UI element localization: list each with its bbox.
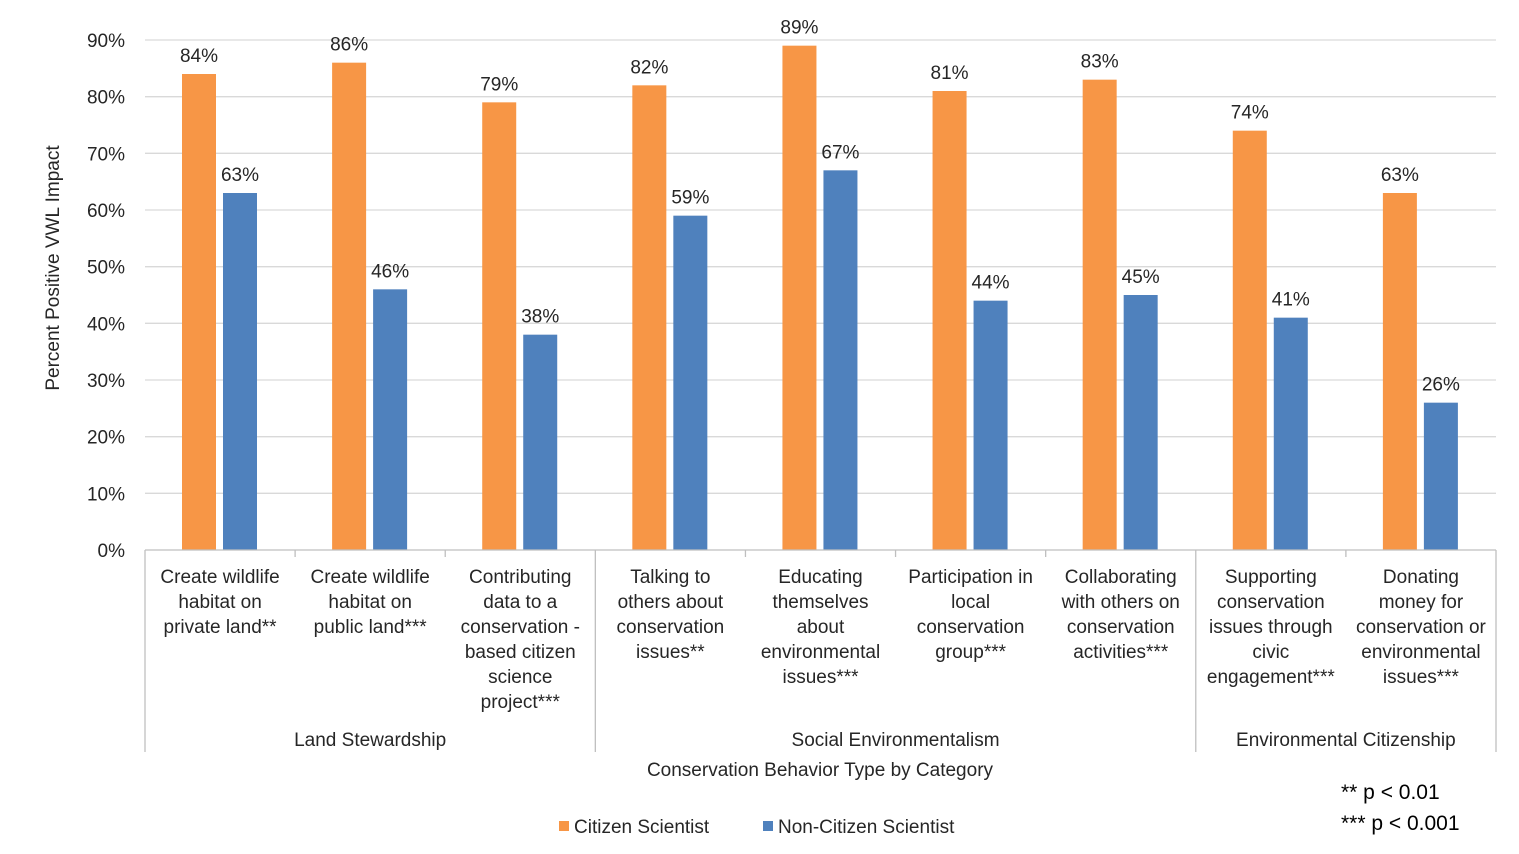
significance-note-p001: *** p < 0.001 xyxy=(1341,812,1460,835)
gridlines xyxy=(145,39,1496,494)
data-label: 38% xyxy=(521,307,559,328)
data-label: 63% xyxy=(1381,165,1419,186)
bar-citizen xyxy=(932,91,967,550)
bar-non-citizen xyxy=(523,334,558,550)
data-label: 41% xyxy=(1272,290,1310,311)
group-label: Environmental Citizenship xyxy=(1236,730,1456,751)
bar-citizen xyxy=(1082,79,1117,551)
x-category-label: Supporting conservation issues through civi… xyxy=(1207,567,1335,688)
x-category-label: Collaborating with others on conservation a… xyxy=(1061,567,1180,663)
data-label: 67% xyxy=(821,142,859,163)
data-label: 79% xyxy=(480,74,518,95)
data-label: 74% xyxy=(1231,103,1269,124)
legend-label-non-citizen-scientist: Non-Citizen Scientist xyxy=(778,817,955,838)
bar-non-citizen xyxy=(373,289,408,550)
x-category-label: Donating money for conservation or environm… xyxy=(1356,567,1487,688)
bar-citizen xyxy=(482,102,517,550)
bar-non-citizen xyxy=(1273,317,1308,550)
data-label: 63% xyxy=(221,165,259,186)
y-axis-ticks: 0% 10% 20% 30% 40% 50% 60% 70% 80% 90% xyxy=(87,31,125,562)
bars xyxy=(182,45,1458,551)
data-label: 86% xyxy=(330,35,368,56)
x-category-label: Create wildlife habitat on private land** xyxy=(160,567,279,638)
y-tick-label: 40% xyxy=(87,314,125,335)
x-category-label: Participation in local conservation group**… xyxy=(908,567,1033,663)
y-tick-label: 60% xyxy=(87,201,125,222)
data-label: 44% xyxy=(972,273,1010,294)
bar-non-citizen xyxy=(973,300,1008,550)
x-axis-title: Conservation Behavior Type by Category xyxy=(647,760,994,781)
bar-non-citizen xyxy=(1423,402,1458,550)
category-labels: Create wildlife habitat on private land** C… xyxy=(160,567,1486,713)
x-category-label: Educating themselves about environmental iss… xyxy=(761,567,880,688)
data-label: 26% xyxy=(1422,375,1460,396)
y-tick-label: 90% xyxy=(87,31,125,52)
bar-citizen xyxy=(1232,130,1267,550)
group-label: Land Stewardship xyxy=(294,730,446,751)
bar-non-citizen xyxy=(823,170,858,551)
data-label: 83% xyxy=(1081,52,1119,73)
y-tick-label: 0% xyxy=(98,541,126,562)
significance-note-p01: ** p < 0.01 xyxy=(1341,781,1440,804)
x-category-label: Talking to others about conservation issues… xyxy=(617,567,725,663)
y-tick-label: 80% xyxy=(87,88,125,109)
bar-non-citizen xyxy=(1123,295,1158,550)
y-axis-title: Percent Positive VWL Impact xyxy=(43,145,64,391)
data-label: 59% xyxy=(671,188,709,209)
data-label: 82% xyxy=(630,57,668,78)
data-label: 84% xyxy=(180,46,218,67)
group-labels: Land Stewardship Social Environmentalism E… xyxy=(294,730,1456,751)
data-label: 46% xyxy=(371,261,409,282)
legend-label-citizen-scientist: Citizen Scientist xyxy=(574,817,710,838)
y-tick-label: 20% xyxy=(87,428,125,449)
legend-swatch-citizen-scientist xyxy=(559,821,569,831)
bar-citizen xyxy=(782,45,817,551)
x-axis xyxy=(144,549,1497,752)
group-label: Social Environmentalism xyxy=(792,730,1000,751)
bar-citizen xyxy=(182,74,216,550)
bar-citizen xyxy=(632,85,667,550)
bar-citizen xyxy=(332,62,367,551)
y-tick-label: 10% xyxy=(87,484,125,505)
x-category-label: Contributing data to a conservation -based… xyxy=(461,567,580,713)
legend: Citizen Scientist Non-Citizen Scientist xyxy=(559,817,955,838)
y-tick-label: 50% xyxy=(87,258,125,279)
data-label: 45% xyxy=(1122,267,1160,288)
bar-citizen xyxy=(1382,193,1417,550)
data-label: 89% xyxy=(780,18,818,39)
data-labels: 84% 86% 79% 82% 89% 81% 83% 74% 63% 63% 46% 38% 59% 6… xyxy=(180,18,1460,396)
y-tick-label: 30% xyxy=(87,371,125,392)
x-category-label: Create wildlife habitat on public land*** xyxy=(311,567,430,638)
y-tick-label: 70% xyxy=(87,144,125,165)
bar-non-citizen xyxy=(223,193,257,550)
bar-non-citizen xyxy=(673,215,708,550)
data-label: 81% xyxy=(931,63,969,84)
legend-swatch-non-citizen-scientist xyxy=(763,821,773,831)
